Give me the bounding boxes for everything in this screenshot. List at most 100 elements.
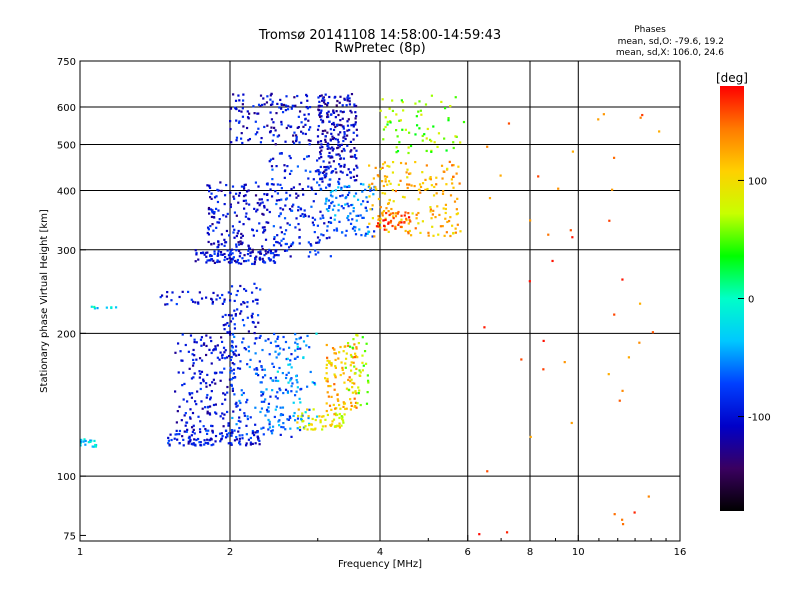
data-point-s3-g0-22	[435, 192, 438, 195]
data-point-s0-g3-94	[230, 434, 233, 437]
data-point-s0-g4-169	[186, 400, 189, 403]
data-point-s3-g2-0	[376, 222, 380, 225]
data-point-s0-g5-137	[256, 368, 259, 371]
data-point-s1-g2-3	[325, 237, 328, 240]
data-point-s0-g4-53	[221, 356, 224, 360]
data-point-s3-g2-13	[387, 222, 390, 225]
data-point-s1-g2-62	[314, 249, 317, 252]
data-point-s1-g0-81	[228, 256, 231, 259]
data-point-s0-g6-31	[296, 345, 299, 349]
data-point-s0-g2-29	[166, 290, 169, 294]
data-point-s1-g2-108	[329, 255, 332, 258]
data-point-s2-g1-78	[354, 401, 358, 404]
data-point-s0-g4-166	[227, 422, 230, 425]
data-point-s2-g1-67	[344, 407, 347, 411]
data-point-s0-g5-77	[271, 389, 274, 392]
data-point-s0-g6-8	[290, 366, 293, 369]
data-point-s1-g4-21	[280, 123, 283, 126]
data-point-s1-g1-101	[253, 207, 256, 210]
data-point-s1-g5-40	[319, 118, 323, 121]
data-point-s1-g3-95	[354, 192, 358, 195]
data-point-s0-g3-90	[193, 432, 196, 435]
data-point-s3-g2-11	[392, 217, 395, 220]
data-point-s1-g5-82	[355, 179, 358, 182]
data-point-s0-g7-1	[255, 286, 258, 290]
data-point-s1-g5-72	[329, 147, 332, 150]
data-point-s1-g1-132	[233, 211, 237, 214]
data-point-s1-g5-126	[327, 146, 330, 149]
data-point-s1-g2-75	[307, 185, 310, 188]
data-point-s2-g1-20	[326, 380, 329, 383]
data-point-s0-g0-5	[93, 439, 96, 443]
data-point-s3-g1-19	[414, 133, 417, 136]
y-tick-label-400: 400	[57, 187, 76, 198]
data-point-s2-g1-10	[334, 352, 337, 355]
data-point-s0-g4-116	[208, 413, 212, 416]
data-point-s1-g5-23	[331, 135, 334, 138]
data-point-s1-g5-62	[334, 137, 337, 141]
data-point-s1-g4-32	[240, 132, 243, 135]
data-point-s2-g1-52	[351, 356, 355, 359]
data-point-s2-g2-32	[351, 346, 354, 349]
data-point-s1-g4-128	[276, 102, 279, 106]
data-point-s1-g0-72	[241, 257, 244, 260]
data-point-s1-g2-2	[302, 193, 305, 196]
data-point-s0-g5-82	[289, 416, 292, 420]
data-point-s0-g5-98	[299, 347, 302, 350]
data-point-s0-g4-46	[192, 358, 195, 362]
data-point-s0-g5-26	[275, 345, 278, 348]
data-point-s1-g4-115	[297, 125, 300, 129]
data-point-s1-g5-16	[341, 171, 344, 174]
data-point-s1-g2-145	[297, 222, 300, 226]
data-point-s1-g3-83	[343, 185, 346, 188]
data-point-s3-g0-161	[383, 175, 387, 178]
data-point-s1-g5-61	[336, 99, 339, 103]
data-point-s1-g1-16	[243, 183, 246, 187]
data-point-s0-g7-37	[234, 313, 237, 316]
data-point-s1-g5-19	[352, 123, 355, 126]
data-point-s1-g0-87	[261, 260, 265, 263]
data-point-s1-g4-76	[247, 139, 250, 142]
data-point-s0-g3-115	[199, 430, 202, 434]
data-point-s1-g5-179	[317, 140, 320, 143]
data-point-s1-g4-105	[237, 121, 241, 124]
data-point-s0-g4-113	[191, 411, 195, 415]
data-point-s0-g6-9	[280, 425, 283, 429]
data-point-s0-g3-38	[169, 433, 172, 436]
data-point-s1-g0-55	[231, 252, 234, 255]
data-point-s1-g5-141	[355, 164, 358, 167]
data-point-s3-g1-39	[384, 116, 387, 119]
data-point-s1-g4-129	[305, 93, 308, 97]
data-point-s2-g0-29	[341, 419, 345, 422]
data-point-s1-g2-118	[323, 222, 326, 225]
data-point-s1-g4-53	[298, 110, 302, 113]
data-point-s1-g0-37	[264, 249, 267, 253]
data-point-s1-g0-56	[236, 258, 240, 262]
data-point-s0-g5-7	[273, 415, 276, 419]
data-point-s1-g0-101	[258, 252, 262, 255]
data-point-s1-g1-119	[258, 222, 261, 225]
data-point-s3-g1-10	[420, 113, 423, 116]
data-point-s0-g7-9	[246, 301, 249, 304]
data-point-s2-g1-70	[345, 387, 349, 390]
data-point-s3-g0-96	[444, 203, 448, 206]
x-axis-ticks: 1 2 4 6 8 10 16	[77, 535, 686, 558]
data-point-s1-g3-74	[327, 209, 330, 213]
data-point-s1-g5-42	[339, 170, 342, 173]
data-point-s0-g7-54	[236, 289, 239, 293]
data-point-s3-g0-11	[382, 209, 386, 213]
data-point-s1-g1-57	[256, 208, 259, 211]
data-point-s1-g3-24	[324, 202, 327, 205]
x-axis-label: Frequency [MHz]	[338, 559, 422, 570]
data-point-s0-g5-154	[268, 426, 272, 429]
data-point-s3-g0-69	[443, 234, 446, 237]
data-point-s0-g6-4	[296, 347, 299, 351]
data-point-s1-g5-117	[346, 144, 349, 147]
y-tick-label-600: 600	[57, 103, 76, 114]
data-point-s1-g2-156	[280, 231, 283, 234]
data-point-s1-g5-17	[341, 104, 344, 107]
data-point-s1-g5-2	[353, 155, 356, 158]
data-point-s4-g0-4	[597, 118, 600, 121]
data-point-s0-g6-28	[285, 373, 288, 377]
data-point-s1-g3-98	[349, 222, 353, 225]
